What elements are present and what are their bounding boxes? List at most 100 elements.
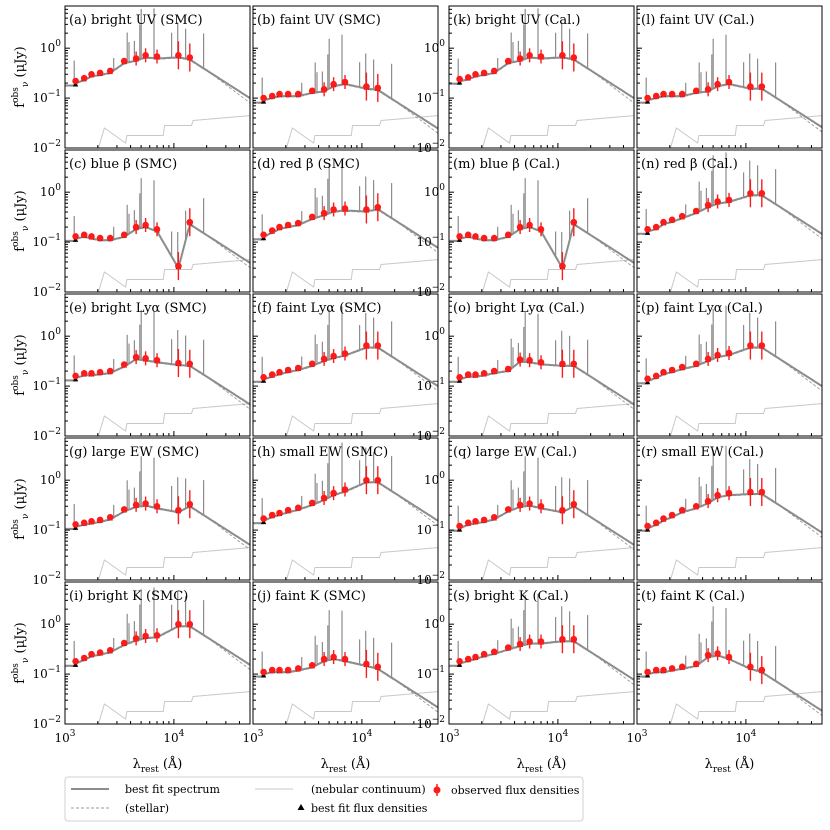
observed-flux-point [330, 80, 337, 88]
observed-flux-point [120, 361, 128, 368]
x-axis-label-unit: (Å) [159, 756, 183, 772]
legend-model-flux-marker [297, 804, 305, 810]
observed-flux-point [704, 355, 712, 363]
y-tick-exponent: −1 [48, 377, 61, 387]
y-axis-label-sub: ν [21, 658, 31, 663]
legend-stellar-label: (stellar) [125, 802, 169, 815]
observed-flux-point [472, 233, 479, 240]
y-tick-label: 100 [424, 327, 445, 343]
y-axis-label: fobsν (μJy) [11, 622, 31, 683]
panel-2: (b) faint UV (SMC) [252, 5, 439, 149]
panel-title: (t) faint K (Cal.) [641, 589, 745, 604]
observed-flux-point [142, 355, 149, 362]
observed-flux-point [526, 356, 533, 364]
observed-flux-point [464, 655, 472, 663]
y-tick-label: 10−1 [416, 665, 445, 681]
x-tick-label: 104 [163, 729, 184, 745]
y-tick-exponent: −1 [432, 665, 445, 675]
panel-title: (c) blue β (SMC) [69, 157, 177, 172]
x-axis-label: λrest (Å) [133, 756, 183, 775]
observed-flux-point [570, 635, 578, 643]
stellar-line [449, 57, 634, 104]
y-axis-label-sup: obs [11, 87, 21, 103]
observed-flux-point [320, 86, 328, 93]
panel-plot-area [253, 34, 438, 148]
observed-flux-point [294, 219, 302, 227]
y-axis-label-f: f [13, 534, 28, 540]
nebular-continuum-line [669, 115, 822, 148]
observed-flux-point [268, 511, 276, 519]
observed-flux-point [668, 665, 676, 672]
y-tick-label: 100 [424, 183, 445, 199]
y-tick-label: 10−2 [416, 427, 445, 443]
y-tick-label: 10−2 [32, 571, 61, 587]
observed-flux-point [260, 94, 267, 102]
x-axis-label-lambda: λ [705, 757, 713, 772]
observed-flux-point [175, 359, 182, 367]
y-tick-exponent: −2 [432, 427, 445, 437]
x-tick-label: 104 [547, 729, 568, 745]
observed-flux-point [456, 658, 463, 665]
observed-flux-point [526, 52, 533, 59]
observed-flux-point [80, 519, 88, 527]
observed-flux-point [660, 218, 667, 226]
x-axis-label: λrest (Å) [705, 756, 755, 775]
y-axis-label-sub: ν [21, 82, 31, 87]
observed-flux-point [132, 635, 140, 642]
panel-10: (f) faint Lyα (SMC) [252, 293, 439, 437]
observed-flux-point [725, 349, 733, 357]
observed-flux-point [747, 190, 754, 197]
observed-flux-point [96, 234, 104, 242]
y-tick-exponent: −1 [432, 377, 445, 387]
y-tick-exponent: −2 [432, 139, 445, 149]
x-axis-label-sub: rest [525, 765, 543, 775]
observed-flux-point [678, 663, 686, 671]
observed-flux-point [704, 651, 712, 659]
y-tick-label: 10−1 [32, 233, 61, 249]
observed-flux-point [268, 92, 276, 100]
nebular-continuum-line [97, 259, 250, 292]
x-axis-label-lambda: λ [517, 757, 525, 772]
y-tick-exponent: 0 [439, 471, 445, 481]
y-axis-label-unit: (μJy) [13, 190, 28, 225]
panel-plot-area [637, 34, 822, 148]
panel-plot-area [449, 312, 634, 436]
observed-flux-point [480, 234, 488, 242]
observed-flux-point [692, 660, 700, 668]
observed-flux-point [714, 80, 721, 88]
x-tick-label: 104 [735, 729, 756, 745]
observed-flux-point [72, 77, 79, 85]
nebular-continuum-line [481, 115, 634, 148]
panel-plot-area [449, 593, 634, 724]
observed-flux-point [480, 69, 488, 77]
observed-flux-point [678, 506, 686, 514]
y-tick-label: 100 [40, 183, 61, 199]
x-axis-label-unit: (Å) [543, 756, 567, 772]
y-tick-exponent: 0 [55, 615, 61, 625]
observed-flux-point [725, 196, 733, 204]
y-tick-exponent: −1 [432, 521, 445, 531]
observed-flux-point [276, 368, 283, 376]
observed-flux-point [537, 226, 545, 233]
panel-title: (m) blue β (Cal.) [453, 157, 560, 172]
observed-flux-point [88, 518, 95, 525]
observed-flux-point [692, 87, 700, 95]
observed-flux-point [308, 499, 316, 507]
panel-12: (p) faint Lyα (Cal.) [636, 293, 823, 437]
observed-flux-point [320, 655, 328, 663]
observed-flux-point [472, 653, 479, 661]
observed-flux-point [490, 367, 498, 375]
observed-flux-point [175, 506, 182, 514]
observed-flux-point [363, 83, 370, 90]
y-tick-exponent: 0 [439, 615, 445, 625]
panel-title: (h) small EW (SMC) [257, 445, 388, 460]
observed-flux-point [276, 223, 283, 231]
observed-flux-point [175, 52, 182, 59]
panel-title: (f) faint Lyα (SMC) [257, 301, 382, 316]
stellar-line [637, 347, 822, 392]
panel-title: (k) bright UV (Cal.) [453, 13, 581, 28]
observed-flux-point [725, 653, 733, 661]
observed-flux-point [480, 650, 488, 658]
observed-flux-point [374, 342, 382, 349]
